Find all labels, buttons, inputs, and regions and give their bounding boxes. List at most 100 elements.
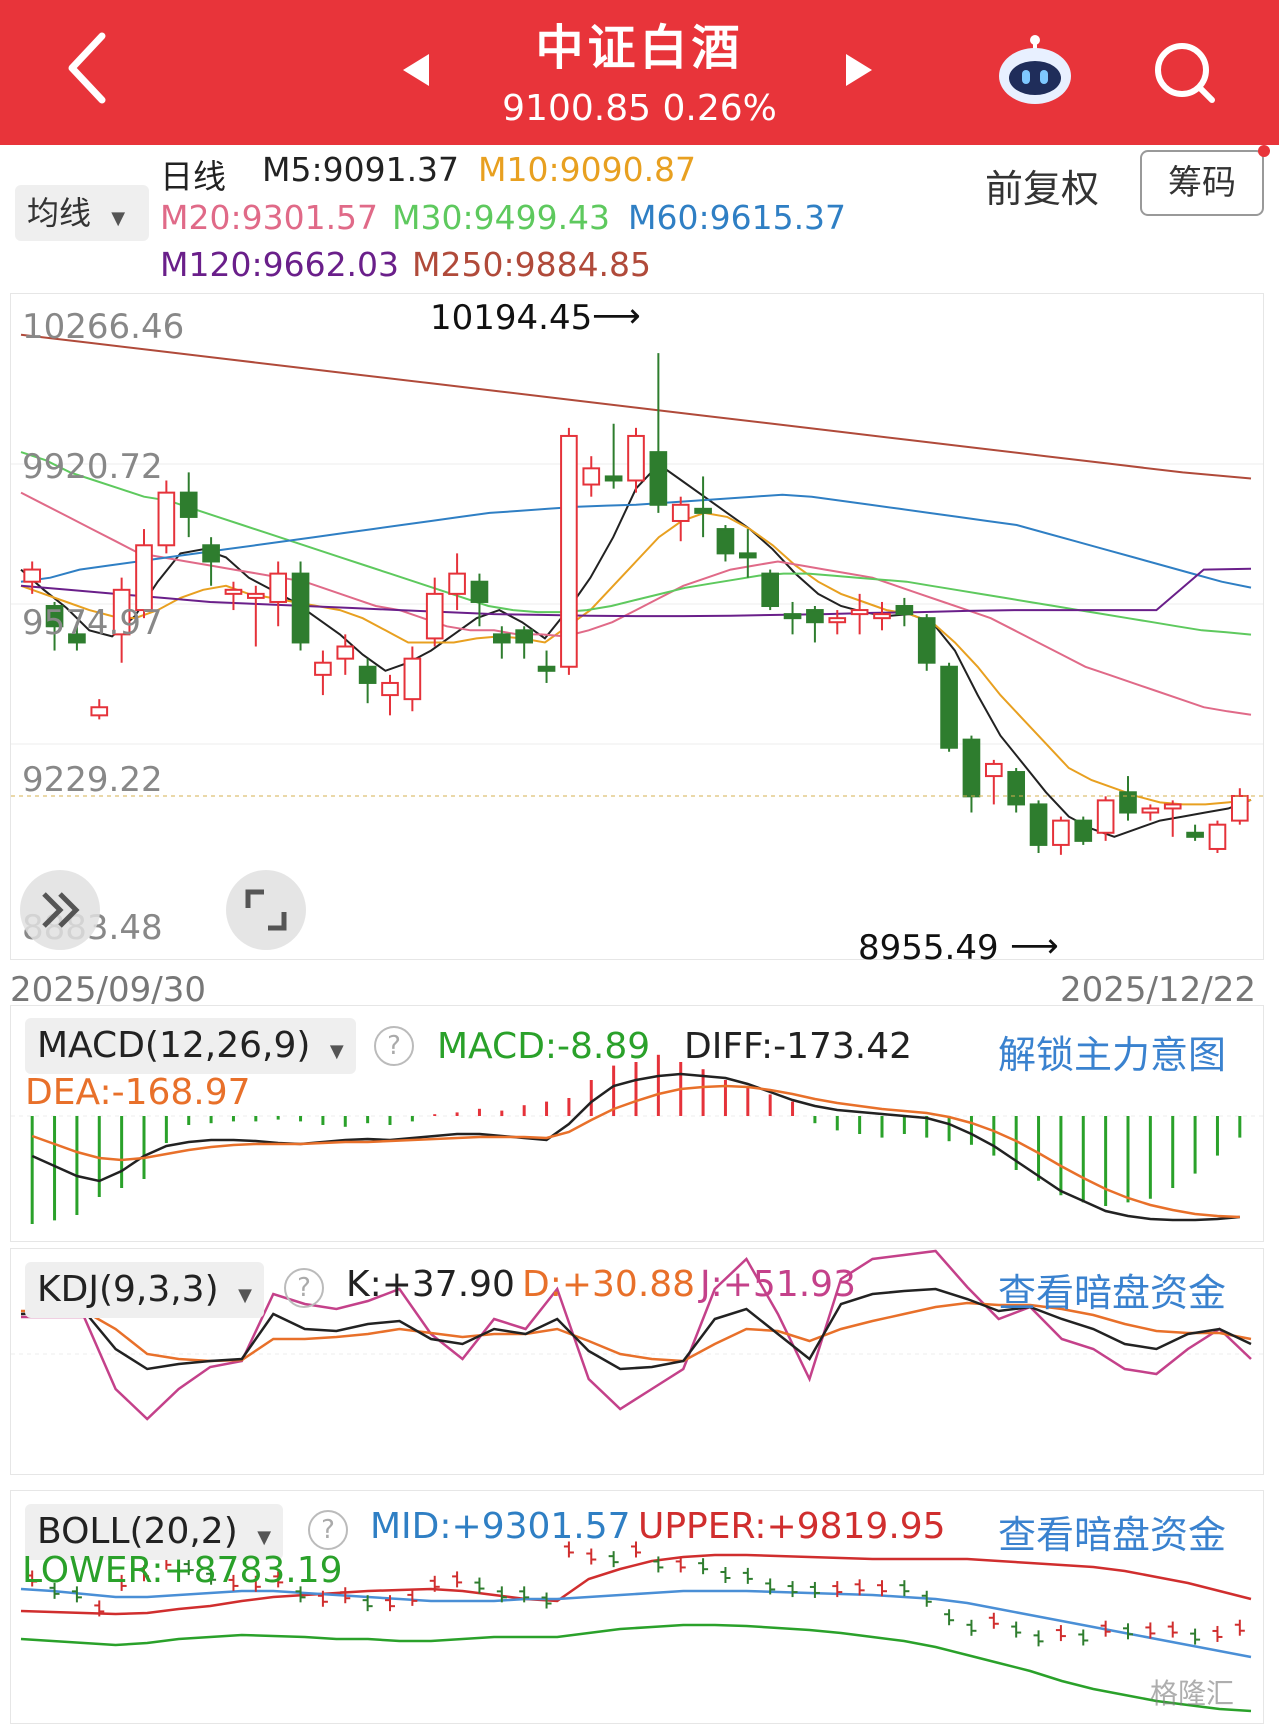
- candle: [873, 601, 891, 631]
- candle: [358, 658, 377, 704]
- back-button[interactable]: [60, 28, 120, 108]
- candle: [381, 674, 399, 716]
- fullscreen-button[interactable]: [226, 870, 306, 950]
- triangle-right-icon: [846, 54, 872, 86]
- candle: [492, 626, 511, 659]
- boll-ohlc-mark: [429, 1575, 440, 1592]
- boll-ohlc-mark: [541, 1592, 552, 1609]
- kdj-selector-label: KDJ(9,3,3): [37, 1269, 219, 1310]
- expand-button[interactable]: [20, 870, 100, 950]
- candle: [45, 601, 64, 651]
- robot-assistant-button[interactable]: [995, 30, 1075, 110]
- diff-value: DIFF:-173.42: [684, 1026, 913, 1067]
- boll-ohlc-mark: [563, 1541, 574, 1558]
- ma-line-m120: [20, 567, 1252, 618]
- boll-ohlc-mark: [206, 1568, 217, 1585]
- boll-ohlc-mark: [631, 1541, 641, 1558]
- chevron-down-icon: ▼: [111, 208, 126, 229]
- boll-ohlc-mark: [496, 1586, 507, 1603]
- triangle-left-icon: [403, 54, 429, 86]
- chevron-down-icon: ▼: [257, 1527, 272, 1548]
- view-dark-pool-link[interactable]: 查看暗盘资金: [998, 1271, 1227, 1315]
- adjust-button[interactable]: 前复权: [985, 167, 1100, 211]
- boll-ohlc-mark: [787, 1581, 798, 1598]
- help-icon[interactable]: ?: [374, 1026, 414, 1066]
- arrow-right-icon: ⟶: [1010, 926, 1059, 966]
- help-icon[interactable]: ?: [308, 1510, 348, 1550]
- candle: [850, 593, 869, 635]
- boll-ohlc-mark: [608, 1551, 619, 1568]
- boll-ohlc-mark: [742, 1567, 753, 1584]
- candle: [157, 480, 176, 554]
- macd-panel: [10, 1005, 1264, 1242]
- boll-ohlc-mark: [250, 1575, 261, 1592]
- boll-ohlc-mark: [1100, 1620, 1111, 1637]
- period-label: 日线: [160, 157, 226, 196]
- help-icon[interactable]: ?: [284, 1268, 324, 1308]
- ma-selector[interactable]: 均线 ▼: [15, 185, 149, 241]
- candle: [246, 585, 265, 647]
- candle: [671, 496, 690, 542]
- candle: [269, 561, 288, 627]
- boll-ohlc-mark: [49, 1582, 60, 1599]
- k-value: K:+37.90: [346, 1264, 515, 1305]
- ma250-value: M250:9884.85: [412, 245, 652, 284]
- chips-button[interactable]: 筹码: [1140, 150, 1264, 216]
- boll-ohlc-mark: [27, 1570, 38, 1587]
- next-index-button[interactable]: [840, 50, 880, 90]
- search-button[interactable]: [1150, 38, 1220, 108]
- candle: [90, 699, 109, 720]
- candle: [1163, 800, 1182, 837]
- candle: [604, 423, 623, 489]
- y-label-4: 9229.22: [22, 760, 163, 800]
- candle: [649, 353, 668, 513]
- boll-ohlc-mark: [809, 1581, 820, 1598]
- candle: [962, 735, 981, 813]
- boll-ohlc-mark: [474, 1577, 485, 1594]
- candle: [716, 525, 735, 562]
- macd-diff-line: [31, 1072, 1240, 1222]
- boll-ohlc-mark: [966, 1619, 977, 1636]
- unlock-main-intent-link[interactable]: 解锁主力意图: [998, 1033, 1227, 1077]
- boll-ohlc-mark: [1212, 1625, 1223, 1642]
- boll-ohlc-mark: [988, 1612, 999, 1629]
- candle: [895, 597, 914, 627]
- boll-ohlc-mark: [1011, 1621, 1022, 1638]
- boll-ohlc-mark: [340, 1587, 351, 1604]
- candle: [515, 626, 534, 659]
- macd-selector[interactable]: MACD(12,26,9) ▼: [25, 1018, 356, 1074]
- kdj-chart: [11, 1249, 1263, 1421]
- candle: [135, 529, 153, 619]
- boll-ohlc-mark: [921, 1590, 932, 1607]
- candle: [694, 476, 712, 538]
- candle: [984, 759, 1003, 805]
- boll-ohlc-mark: [653, 1556, 664, 1573]
- boll-ohlc-mark: [295, 1586, 306, 1603]
- candle: [560, 427, 578, 675]
- view-dark-pool-link[interactable]: 查看暗盘资金: [998, 1513, 1227, 1557]
- arrow-right-icon: ⟶: [592, 296, 641, 336]
- candle: [23, 561, 42, 594]
- page-title: 中证白酒: [535, 20, 744, 76]
- end-date: 2025/12/22: [1060, 970, 1256, 1010]
- boll-ohlc-mark: [698, 1558, 709, 1575]
- prev-index-button[interactable]: [395, 50, 435, 90]
- ma20-value: M20:9301.57: [160, 198, 379, 237]
- candle: [1230, 788, 1249, 825]
- candle: [403, 646, 422, 712]
- price-chart-panel[interactable]: [10, 293, 1264, 960]
- kdj-selector[interactable]: KDJ(9,3,3) ▼: [25, 1262, 264, 1318]
- kdj-j-line: [21, 1249, 1252, 1421]
- boll-ohlc-mark: [765, 1578, 776, 1595]
- ma60-value: M60:9615.37: [628, 198, 847, 237]
- boll-selector[interactable]: BOLL(20,2) ▼: [25, 1504, 284, 1560]
- chevron-left-icon: [68, 32, 106, 104]
- candle: [537, 650, 556, 683]
- y-label-2: 9920.72: [22, 447, 163, 487]
- dea-value: DEA:-168.97: [25, 1072, 251, 1113]
- chevron-down-icon: ▼: [238, 1285, 252, 1306]
- boll-ohlc-mark: [1078, 1629, 1089, 1646]
- boll-lower-line: [20, 1623, 1252, 1713]
- candle: [1141, 804, 1160, 821]
- boll-ohlc-mark: [1055, 1625, 1066, 1642]
